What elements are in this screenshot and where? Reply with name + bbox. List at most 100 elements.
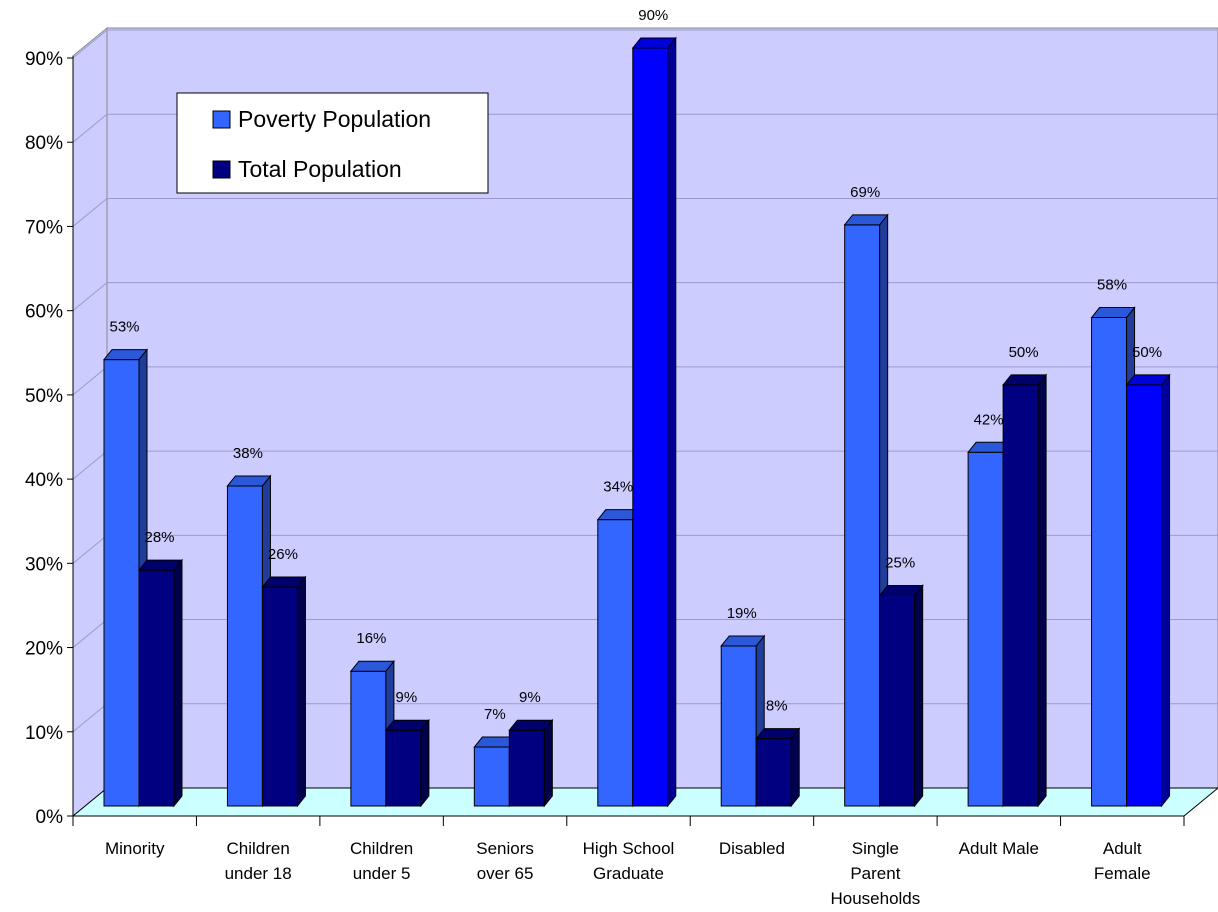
- legend-swatch: [212, 160, 231, 179]
- bar-top: [102, 349, 149, 361]
- bar-total-2: [384, 718, 430, 808]
- x-tick-label: Disabled: [719, 839, 785, 858]
- bar-front: [508, 729, 545, 807]
- data-label: 58%: [1097, 277, 1127, 294]
- bar-top: [349, 660, 395, 672]
- x-tick-label: High School Graduate: [583, 839, 675, 883]
- data-label: 19%: [727, 605, 757, 622]
- data-label: 26%: [268, 546, 298, 563]
- bar-side: [296, 575, 306, 808]
- legend: Poverty Population Total Population: [176, 92, 489, 194]
- y-tick-label: 60%: [25, 302, 63, 323]
- data-label: 90%: [638, 7, 668, 24]
- bar-top: [755, 728, 801, 740]
- legend-label: Poverty Population: [238, 106, 431, 132]
- bar-front: [720, 645, 757, 807]
- bar-side: [914, 584, 924, 808]
- axes: 0% 10% 20% 30% 40% 50% 60% 70% 80% 90% Minority Chi…: [25, 49, 1185, 908]
- bar-total-4: [631, 36, 677, 808]
- bars: [102, 36, 1171, 808]
- bar-top: [226, 475, 272, 487]
- gridline: [72, 197, 1218, 227]
- bar-top: [1125, 374, 1171, 386]
- data-label: 9%: [519, 689, 541, 706]
- bar-side: [543, 718, 553, 808]
- y-tick-label: 10%: [25, 723, 63, 744]
- data-label: 8%: [766, 698, 788, 715]
- bar-front: [632, 47, 669, 807]
- legend-swatch: [212, 110, 231, 129]
- bar-front: [755, 738, 792, 807]
- bar-total-1: [261, 575, 307, 808]
- y-tick-label: 80%: [25, 133, 63, 154]
- data-label: 50%: [1009, 344, 1039, 361]
- bar-side: [420, 718, 430, 808]
- x-tick-label: Seniors over 65: [476, 839, 534, 883]
- bar-side: [667, 36, 677, 808]
- bar-total-8: [1125, 373, 1171, 808]
- data-label: 28%: [144, 529, 174, 546]
- x-tick-label: Children under 18: [225, 839, 292, 883]
- bar-poverty-6: [843, 213, 889, 808]
- data-label: 16%: [356, 630, 386, 647]
- bar-top: [137, 559, 184, 571]
- data-label: 34%: [603, 479, 633, 496]
- bar-top: [720, 635, 766, 647]
- bar-top: [508, 719, 554, 731]
- bar-total-0: [137, 558, 184, 808]
- side-wall: [72, 26, 108, 818]
- bar-side: [1161, 373, 1171, 808]
- bar-front: [1126, 384, 1163, 807]
- data-label: 42%: [974, 411, 1004, 428]
- data-label: 38%: [233, 445, 263, 462]
- y-tick-label: 0%: [36, 807, 64, 828]
- bar-front: [473, 746, 510, 807]
- bar-side: [790, 727, 800, 808]
- bar-total-7: [1002, 373, 1048, 808]
- bar-total-6: [878, 584, 924, 808]
- bar-poverty-5: [720, 634, 766, 808]
- bar-front: [261, 586, 298, 807]
- x-tick-label: Adult Female: [1094, 839, 1151, 883]
- bar-top: [843, 214, 889, 226]
- data-label: 25%: [885, 554, 915, 571]
- y-tick-label: 20%: [25, 639, 63, 660]
- y-tick-label: 70%: [25, 217, 63, 238]
- bar-front: [597, 519, 634, 807]
- data-label: 50%: [1132, 344, 1162, 361]
- bar-front: [103, 359, 140, 807]
- y-tick-label: 40%: [25, 470, 63, 491]
- y-tick-label: 50%: [25, 386, 63, 407]
- bar-side: [173, 558, 183, 808]
- bar-total-3: [508, 718, 554, 808]
- bar-top: [384, 719, 430, 731]
- bar-total-5: [755, 727, 801, 808]
- bar-top: [631, 37, 677, 49]
- data-labels: 53% 38% 16% 7% 34% 19% 69% 42% 58% 28% 26% 9% 9% 90% 8…: [109, 7, 1162, 723]
- legend-label: Total Population: [238, 156, 402, 182]
- bar-front: [350, 670, 387, 807]
- bar-front: [879, 594, 916, 807]
- bar-front: [1091, 317, 1128, 807]
- bar-front: [226, 485, 263, 807]
- gridline: [72, 29, 1218, 59]
- data-label: 69%: [850, 184, 880, 201]
- bar-front: [138, 569, 175, 807]
- bar-front: [385, 729, 422, 807]
- x-tick-label: Children under 5: [350, 839, 413, 883]
- bar-poverty-4: [596, 508, 642, 808]
- y-tick-label: 90%: [25, 49, 63, 70]
- bar-front: [844, 224, 881, 807]
- gridline: [72, 113, 1218, 143]
- bar-top: [261, 576, 307, 588]
- x-tick-label: Adult Male: [959, 839, 1039, 858]
- x-tick-label: Single Parent Households: [830, 839, 920, 908]
- bar-front: [967, 451, 1004, 807]
- bar-top: [1090, 307, 1136, 319]
- bar-top: [1002, 374, 1048, 386]
- y-tick-label: 30%: [25, 554, 63, 575]
- bar-top: [878, 584, 924, 596]
- bar-side: [1037, 373, 1047, 808]
- data-label: 53%: [109, 319, 139, 336]
